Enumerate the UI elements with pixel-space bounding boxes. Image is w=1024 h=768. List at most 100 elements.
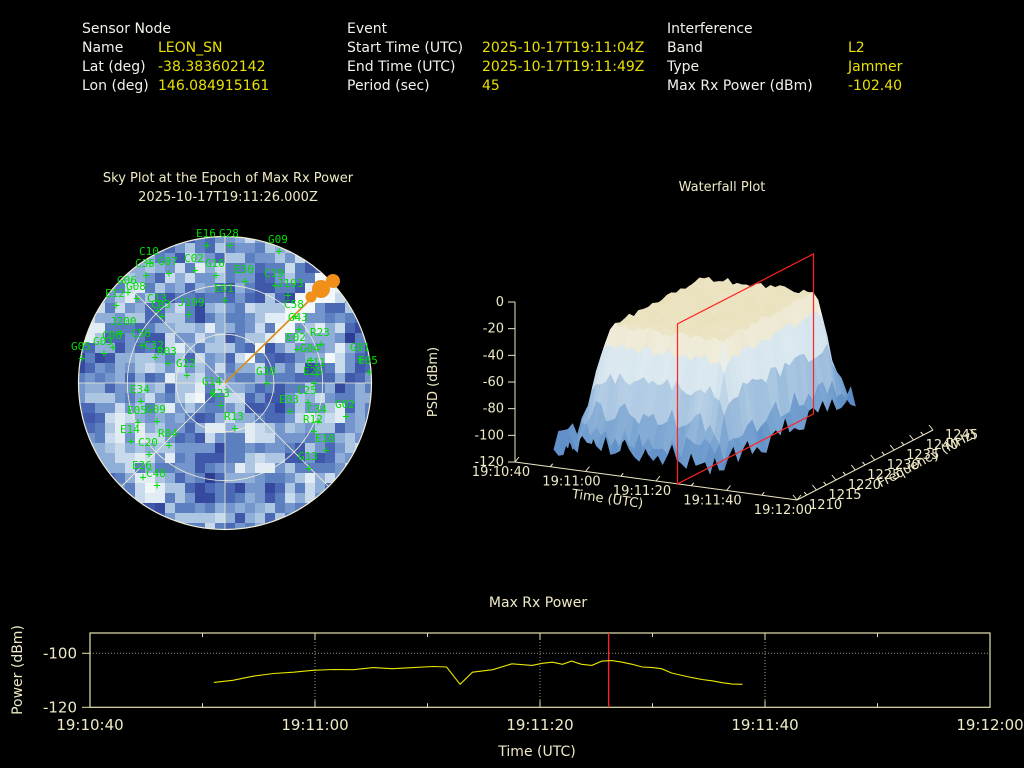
- satellite-marker: +: [164, 356, 171, 370]
- y-tick-label: -100: [43, 644, 77, 662]
- svg-text:1210: 1210: [809, 498, 842, 513]
- epoch-marker-plane: [676, 252, 815, 485]
- satellite-label: E03: [279, 393, 299, 406]
- satellite-label: R12: [303, 413, 323, 426]
- satellite-marker: +: [203, 238, 210, 252]
- satellite-marker: +: [263, 376, 270, 390]
- satellite-marker: +: [134, 415, 141, 429]
- interference-section: Interference Band L2 Type Jammer Max Rx Powe…: [667, 20, 902, 96]
- satellite-marker: +: [146, 256, 153, 270]
- satellite-label: C34: [307, 403, 327, 416]
- satellite-label: G05: [71, 340, 91, 353]
- satellite-marker: +: [221, 293, 228, 307]
- satellite-marker: +: [286, 404, 293, 418]
- satellite-marker: +: [191, 263, 198, 277]
- satellite-marker: +: [357, 352, 364, 366]
- satellite-label: G09: [268, 233, 288, 246]
- interference-bearing-ray: [224, 274, 340, 384]
- interference-blob: [312, 280, 330, 298]
- field-value: -102.40: [848, 78, 903, 94]
- sky-plot-title: Sky Plot at the Epoch of Max Rx Power: [103, 171, 354, 186]
- satellite-label: G23: [210, 387, 230, 400]
- satellite-label: J199: [178, 296, 205, 309]
- satellite-marker: +: [153, 414, 160, 428]
- satellite-label: E26: [132, 459, 152, 472]
- satellite-label: G14: [202, 375, 222, 388]
- satellite-marker: +: [100, 346, 107, 360]
- sensor-node-rows: Name LEON_SN Lat (deg) -38.383602142 Lon (de…: [82, 39, 269, 96]
- satellite-label: C35: [135, 257, 155, 270]
- satellite-marker: +: [226, 238, 233, 252]
- field-value: 2025-10-17T19:11:49Z: [482, 59, 645, 75]
- satellite-marker: +: [231, 421, 238, 435]
- timeseries-title: Max Rx Power: [489, 595, 587, 611]
- satellite-marker: +: [145, 447, 152, 461]
- satellite-label: G13: [298, 450, 318, 463]
- field-value: 146.084915161: [158, 78, 270, 94]
- satellite-label: C48: [146, 467, 166, 480]
- interference-blob: [326, 274, 340, 288]
- satellite-label: E16: [315, 432, 335, 445]
- satellite-label: E30: [234, 263, 254, 276]
- satellite-marker: +: [209, 386, 216, 400]
- satellite-label: G09: [146, 403, 166, 416]
- satellite-marker: +: [165, 438, 172, 452]
- field-value: 45: [482, 78, 500, 94]
- svg-text:1215: 1215: [828, 488, 861, 503]
- timeseries-frame: [82, 632, 991, 708]
- satellite-marker: +: [291, 309, 298, 323]
- sensor-node-title: Sensor Node: [82, 21, 171, 37]
- satellite-marker: +: [310, 376, 317, 390]
- satellite-marker: +: [241, 274, 248, 288]
- header-row: End Time (UTC) 2025-10-17T19:11:49Z: [347, 58, 644, 77]
- waterfall-plot: Waterfall Plot 0 -20 -40 -60 -80 -100 -12019:10…: [426, 180, 979, 518]
- field-label: Max Rx Power (dBm): [667, 78, 813, 94]
- satellite-label: R03: [157, 345, 177, 358]
- svg-text:1230: 1230: [887, 458, 920, 473]
- satellite-marker: +: [109, 340, 116, 354]
- satellite-label: E05: [127, 404, 147, 417]
- svg-text:1220: 1220: [848, 478, 881, 493]
- satellite-marker: +: [133, 291, 140, 305]
- max-rx-power-series: [213, 660, 743, 686]
- x-tick-label: 19:11:00: [281, 716, 348, 734]
- satellite-label: E12: [105, 287, 125, 300]
- satellite-marker: +: [138, 338, 145, 352]
- max-rx-power-plot: Max Rx Power 19:10:40 19:11:00 19:11:20 19:1…: [10, 595, 1024, 760]
- svg-text:-100: -100: [474, 428, 504, 443]
- satellite-label: G30: [256, 365, 276, 378]
- satellite-label: G02: [335, 398, 355, 411]
- satellite-label: C32: [144, 339, 164, 352]
- satellite-label: G43: [288, 311, 308, 324]
- header-row: Start Time (UTC) 2025-10-17T19:11:04Z: [347, 39, 644, 58]
- field-value: LEON_SN: [158, 40, 223, 56]
- satellite-marker: +: [212, 268, 219, 282]
- svg-text:0: 0: [496, 295, 504, 310]
- satellite-label: C11: [306, 356, 326, 369]
- psd-surface: [553, 276, 856, 475]
- sky-plot-epoch: 2025-10-17T19:11:26.000Z: [138, 190, 318, 205]
- satellite-label: R13: [224, 410, 244, 423]
- satellite-marker: +: [153, 478, 160, 492]
- satellite-marker: +: [183, 368, 190, 382]
- field-label: Start Time (UTC): [347, 40, 464, 56]
- x-tick-label: 19:11:20: [506, 716, 573, 734]
- satellite-marker: +: [304, 395, 311, 409]
- satellite-label: R04: [158, 427, 178, 440]
- svg-text:19:11:40: 19:11:40: [683, 494, 741, 509]
- satellite-label: G22: [176, 357, 196, 370]
- sky-plot: Sky Plot at the Epoch of Max Rx Power 202…: [71, 171, 378, 531]
- satellite-label: E25: [303, 365, 323, 378]
- satellite-label: C25: [297, 384, 317, 397]
- field-label: Period (sec): [347, 78, 430, 94]
- header-row: Period (sec) 45: [347, 77, 644, 96]
- satellite-marker: +: [322, 443, 329, 457]
- satellite-label: G01: [350, 341, 370, 354]
- satellite-label: C19: [264, 267, 284, 280]
- satellite-marker: +: [158, 309, 165, 323]
- header-row: Type Jammer: [667, 58, 902, 77]
- satellite-marker: +: [127, 434, 134, 448]
- satellite-marker: +: [271, 278, 278, 292]
- satellite-marker: +: [165, 266, 172, 280]
